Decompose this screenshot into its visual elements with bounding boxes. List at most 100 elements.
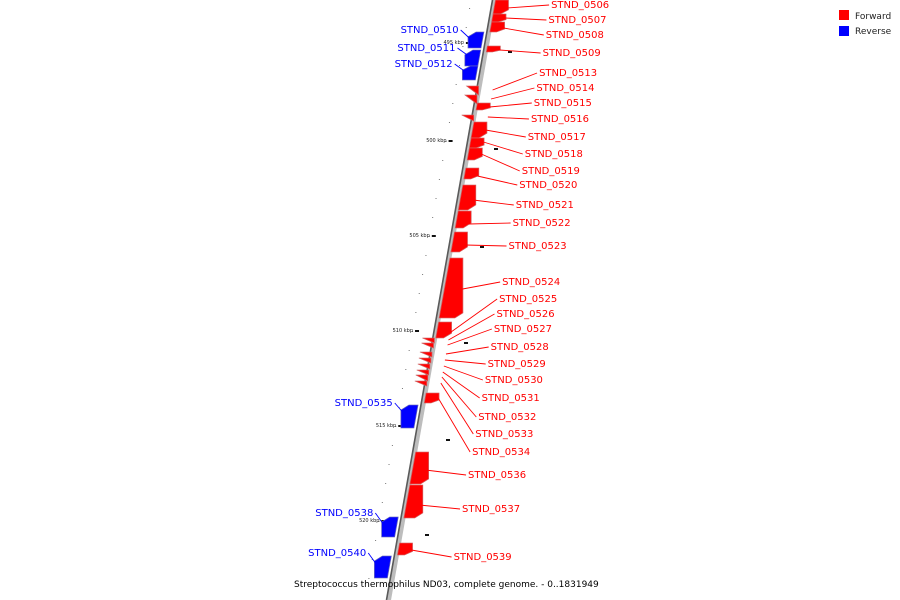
gene-stnd-0527[interactable] [421,342,434,349]
gene-stnd-0540[interactable] [374,555,392,579]
gene-label-stnd-0511[interactable]: STND_0511 [397,43,455,54]
gene-stnd-0537[interactable] [403,484,424,519]
gene-label-stnd-0531[interactable]: STND_0531 [482,393,540,404]
gene-stnd-0515[interactable] [475,102,491,111]
scale-minor-dot [418,293,420,294]
gene-label-connector [468,222,511,225]
gene-label-stnd-0514[interactable]: STND_0514 [536,83,594,94]
gene-label-connector [485,129,526,138]
gene-label-stnd-0517[interactable]: STND_0517 [528,132,586,143]
gene-highlight [461,114,475,122]
gene-label-stnd-0512[interactable]: STND_0512 [395,59,453,70]
gene-stnd-0508[interactable] [489,21,505,33]
legend-forward-swatch [839,10,849,20]
gene-stnd-0536[interactable] [409,451,429,485]
gene-stnd-0509[interactable] [485,45,501,53]
gene-label-stnd-0533[interactable]: STND_0533 [475,429,533,440]
gene-stnd-0526[interactable] [422,337,435,344]
gene-label-stnd-0520[interactable]: STND_0520 [519,180,577,191]
scale-minor-dot [425,255,427,256]
gene-label-connector [503,27,544,36]
gene-label-stnd-0535[interactable]: STND_0535 [335,398,393,409]
gene-label-stnd-0534[interactable]: STND_0534 [472,447,530,458]
gene-stnd-0514[interactable] [464,94,478,105]
gene-label-connector [445,346,489,355]
gene-stnd-0524[interactable] [438,257,464,319]
gene-label-stnd-0506[interactable]: STND_0506 [551,0,609,11]
gene-label-stnd-0518[interactable]: STND_0518 [525,149,583,160]
scale-tick-label: 505 kbp [409,233,429,239]
gene-stnd-0521[interactable] [457,184,477,211]
gene-stnd-0530[interactable] [417,363,431,370]
gene-label-connector [487,116,529,120]
gene-label-stnd-0532[interactable]: STND_0532 [478,412,536,423]
gene-label-stnd-0538[interactable]: STND_0538 [315,508,373,519]
gene-highlight [400,404,419,429]
scale-tick-label: 495 kbp [444,40,464,46]
genome-caption: Streptococcus thermophilus ND03, complet… [294,580,599,590]
gene-label-stnd-0509[interactable]: STND_0509 [543,48,601,59]
gene-stnd-0519[interactable] [466,147,483,161]
gene-highlight [416,369,430,376]
scale-minor-dot [401,388,403,389]
gene-stnd-0539[interactable] [397,542,413,556]
gene-stnd-0516[interactable] [461,114,475,122]
gene-label-stnd-0515[interactable]: STND_0515 [534,98,592,109]
gene-label-stnd-0513[interactable]: STND_0513 [539,68,597,79]
gene-label-connector [477,175,518,186]
gene-stnd-0535[interactable] [400,404,419,429]
gene-stnd-0511[interactable] [464,49,482,67]
gene-label-stnd-0527[interactable]: STND_0527 [494,324,552,335]
gene-label-stnd-0524[interactable]: STND_0524 [502,277,560,288]
gene-label-connector [507,4,550,9]
gene-stnd-0520[interactable] [463,167,480,180]
gene-label-connector [444,359,486,365]
scale-minor-dot [455,84,457,85]
gene-label-stnd-0536[interactable]: STND_0536 [468,470,526,481]
gene-label-stnd-0525[interactable]: STND_0525 [499,294,557,305]
gene-stnd-0522[interactable] [454,210,472,229]
scale-minor-dot [445,141,447,142]
gene-label-connector [442,371,480,399]
gene-stnd-0528[interactable] [419,351,433,358]
scale-minor-dot [395,426,397,427]
gene-stnd-0512[interactable] [462,65,479,81]
gene-label-stnd-0508[interactable]: STND_0508 [546,30,604,41]
gene-stnd-0506[interactable] [492,0,509,15]
gene-stnd-0531[interactable] [416,369,430,376]
gene-stnd-0510[interactable] [467,31,485,49]
gene-label-stnd-0510[interactable]: STND_0510 [401,25,459,36]
gene-label-stnd-0537[interactable]: STND_0537 [462,504,520,515]
scale-minor-dot [452,103,454,104]
gene-stnd-0538[interactable] [381,516,399,538]
gene-label-stnd-0528[interactable]: STND_0528 [491,342,549,353]
gene-stnd-0533[interactable] [414,380,428,387]
gene-label-stnd-0540[interactable]: STND_0540 [308,548,366,559]
gene-stnd-0534[interactable] [423,392,440,404]
gene-stnd-0507[interactable] [491,13,507,23]
gene-stnd-0517[interactable] [470,121,488,139]
scale-major-mark [446,439,450,441]
gene-stnd-0518[interactable] [468,137,485,149]
gene-label-stnd-0529[interactable]: STND_0529 [488,359,546,370]
gene-label-stnd-0530[interactable]: STND_0530 [485,375,543,386]
scale-minor-dot [371,559,373,560]
gene-highlight [485,45,501,53]
gene-label-stnd-0519[interactable]: STND_0519 [522,166,580,177]
gene-stnd-0529[interactable] [418,357,432,364]
gene-stnd-0513[interactable] [465,85,479,96]
scale-minor-dot [381,502,383,503]
gene-label-stnd-0523[interactable]: STND_0523 [509,241,567,252]
scale-minor-dot [432,217,434,218]
gene-label-stnd-0539[interactable]: STND_0539 [454,552,512,563]
gene-stnd-0525[interactable] [435,321,452,339]
gene-label-stnd-0516[interactable]: STND_0516 [531,114,589,125]
gene-label-stnd-0521[interactable]: STND_0521 [516,200,574,211]
gene-label-stnd-0507[interactable]: STND_0507 [548,15,606,26]
gene-highlight [465,85,480,96]
gene-highlight [418,357,432,364]
gene-label-stnd-0522[interactable]: STND_0522 [513,218,571,229]
gene-stnd-0523[interactable] [450,231,468,253]
gene-stnd-0532[interactable] [415,374,429,382]
gene-label-stnd-0526[interactable]: STND_0526 [496,309,554,320]
